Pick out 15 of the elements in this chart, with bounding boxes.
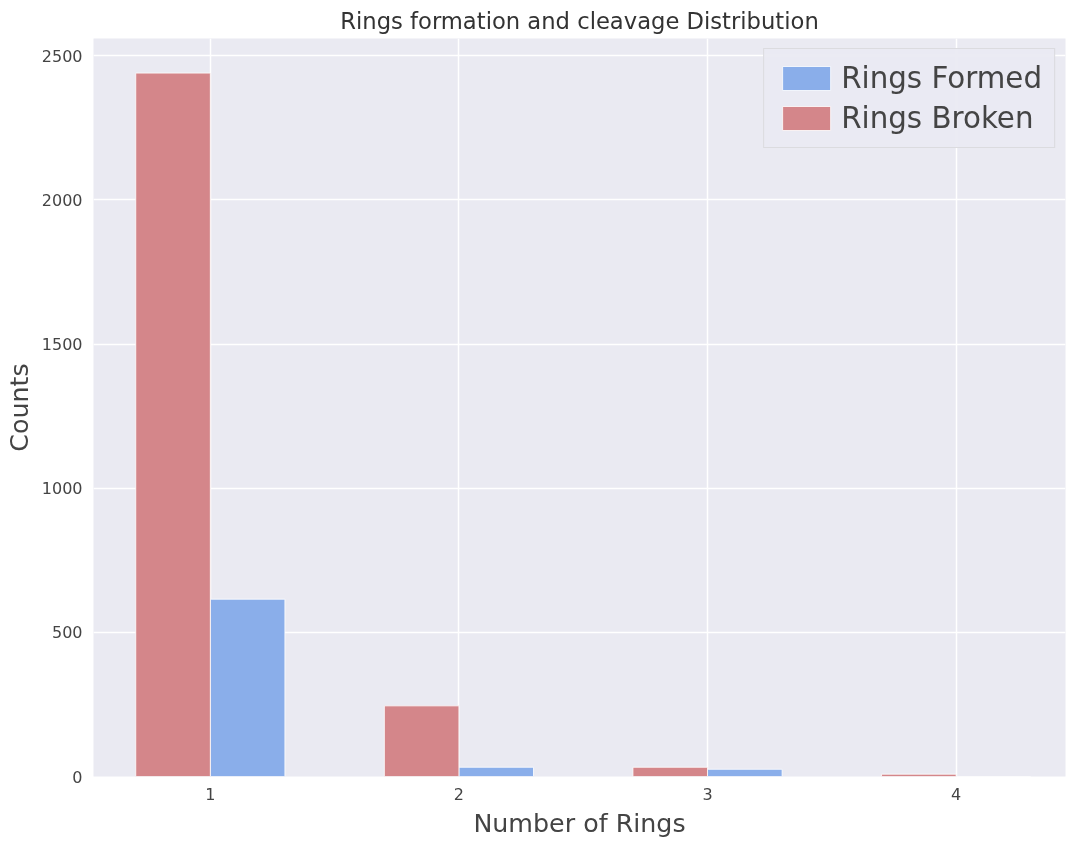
y-axis-title: Counts: [3, 363, 34, 452]
x-axis-title: Number of Rings: [473, 807, 686, 838]
y-tick-label: 1500: [41, 335, 83, 355]
legend-label: Rings Broken: [841, 101, 1034, 135]
y-tick-label: 2500: [41, 46, 83, 66]
x-tick-label: 3: [702, 784, 713, 804]
y-tick-label: 2000: [41, 190, 83, 210]
y-tick-label: 500: [51, 623, 83, 643]
legend-label: Rings Formed: [841, 61, 1042, 95]
y-tick-label: 1000: [41, 479, 83, 499]
x-tick-label: 1: [205, 784, 216, 804]
y-tick-label: 0: [72, 767, 83, 787]
x-tick-label: 2: [453, 784, 465, 804]
chart-title: Rings formation and cleavage Distribution: [340, 7, 819, 34]
x-tick-label: 4: [951, 784, 962, 804]
